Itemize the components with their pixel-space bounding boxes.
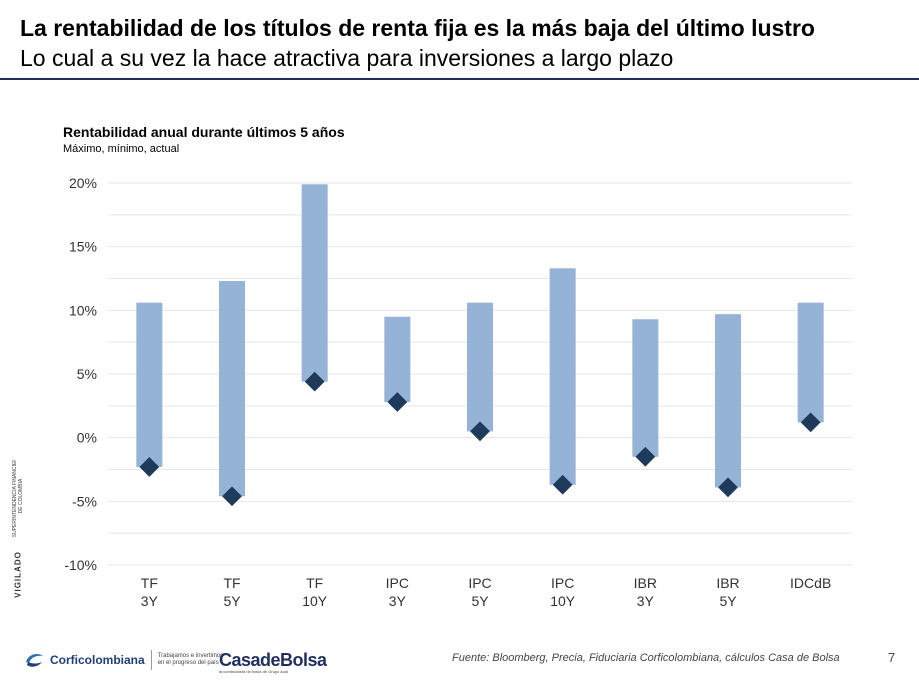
slide-title: La rentabilidad de los títulos de renta … — [20, 15, 815, 41]
x-axis-ticks: TF 3Y TF 5Y TF 10Y IPC 3Y IPC 5Y IPC 10Y IBR 3Y IBR 5Y I… — [141, 575, 832, 609]
range-bar — [797, 302, 824, 423]
y-tick-label: 20% — [69, 175, 97, 191]
title-divider — [0, 78, 919, 80]
vigilado-seal-text: VIGILADO — [13, 551, 23, 598]
x-tick-label: 10Y — [550, 593, 576, 609]
range-bar — [549, 268, 576, 485]
vigilado-seal: SUPERINTENDENCIA FINANCIERA DE COLOMBIA … — [6, 460, 30, 610]
casadebolsa-logo: CasadeBolsa la comisionista de bolsa de … — [219, 650, 327, 674]
current-value-marker — [387, 392, 408, 412]
source-note: Fuente: Bloomberg, Precia, Fiduciaria Co… — [452, 652, 840, 664]
x-tick-label: IPC — [468, 575, 491, 591]
x-tick-label: 3Y — [141, 593, 159, 609]
y-axis-ticks: 20% 15% 10% 5% 0% -5% -10% — [64, 175, 97, 573]
current-value-marker — [552, 474, 573, 495]
brand-tagline: Trabajamos e invertimos en el progreso d… — [158, 653, 223, 667]
current-value-marker — [718, 477, 738, 498]
x-tick-label: TF — [141, 575, 158, 591]
x-tick-label: TF — [223, 575, 240, 591]
range-bar — [715, 314, 741, 488]
x-tick-label: TF — [306, 575, 323, 591]
y-tick-label: -10% — [64, 557, 97, 573]
range-bars — [136, 184, 824, 497]
chart-subtitle: Máximo, mínimo, actual — [63, 143, 180, 155]
corficolombiana-logo: Corficolombiana Trabajamos e invertimos … — [22, 645, 223, 675]
casadebolsa-name: CasadeBolsa — [219, 650, 327, 670]
range-bar — [632, 319, 659, 457]
brand-tagline-line-1: Trabajamos e invertimos — [157, 653, 224, 659]
range-bar — [136, 302, 163, 467]
y-tick-label: -5% — [72, 493, 97, 509]
brand-tagline-line-2: en el progreso del país — [157, 660, 219, 666]
range-chart: 20% 15% 10% 5% 0% -5% -10% TF 3Y TF 5Y TF 10Y IPC 3Y I… — [64, 175, 852, 609]
y-tick-label: 15% — [69, 239, 97, 255]
corficolombiana-swirl-icon — [26, 654, 43, 667]
range-bar — [384, 316, 411, 403]
slide-subtitle: Lo cual a su vez la hace atractiva para … — [20, 45, 674, 71]
vigilado-seal-subtext: SUPERINTENDENCIA FINANCIERA DE COLOMBIA — [12, 460, 24, 538]
range-bar — [219, 281, 245, 497]
x-tick-label: 5Y — [223, 593, 241, 609]
current-value-marker — [139, 457, 160, 477]
x-tick-label: 10Y — [302, 593, 328, 609]
x-tick-label: 3Y — [637, 593, 655, 609]
y-tick-label: 5% — [77, 366, 97, 382]
x-tick-label: 3Y — [389, 593, 407, 609]
current-value-marker — [800, 412, 821, 433]
y-tick-label: 10% — [69, 302, 97, 318]
x-tick-label: 5Y — [719, 593, 737, 609]
current-value-marker — [635, 446, 656, 467]
x-tick-label: IPC — [386, 575, 409, 591]
range-bar — [467, 302, 493, 432]
x-tick-label: IPC — [551, 575, 574, 591]
current-markers — [139, 371, 821, 507]
x-tick-label: 5Y — [471, 593, 489, 609]
brand-separator — [150, 650, 152, 670]
current-value-marker — [222, 486, 242, 507]
casadebolsa-subtext: la comisionista de bolsa de Grupo Aval — [219, 669, 288, 674]
y-tick-label: 0% — [77, 430, 97, 446]
x-tick-label: IDCdB — [790, 575, 831, 591]
chart-title: Rentabilidad anual durante últimos 5 año… — [63, 124, 345, 140]
x-tick-label: IBR — [716, 575, 739, 591]
x-tick-label: IBR — [634, 575, 657, 591]
brand-name: Corficolombiana — [50, 653, 145, 667]
range-bar — [301, 184, 328, 382]
current-value-marker — [470, 421, 490, 442]
page-number: 7 — [888, 650, 896, 665]
current-value-marker — [304, 371, 325, 392]
